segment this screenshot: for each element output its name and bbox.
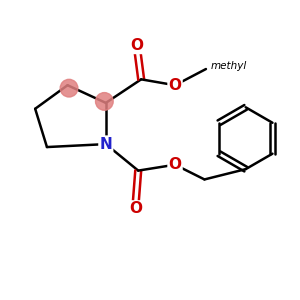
Circle shape — [60, 79, 78, 97]
Circle shape — [95, 93, 113, 110]
Text: methyl: methyl — [210, 61, 247, 71]
Text: O: O — [129, 201, 142, 216]
Text: O: O — [169, 157, 182, 172]
Text: O: O — [169, 78, 182, 93]
Text: O: O — [130, 38, 143, 53]
Text: N: N — [100, 136, 112, 152]
